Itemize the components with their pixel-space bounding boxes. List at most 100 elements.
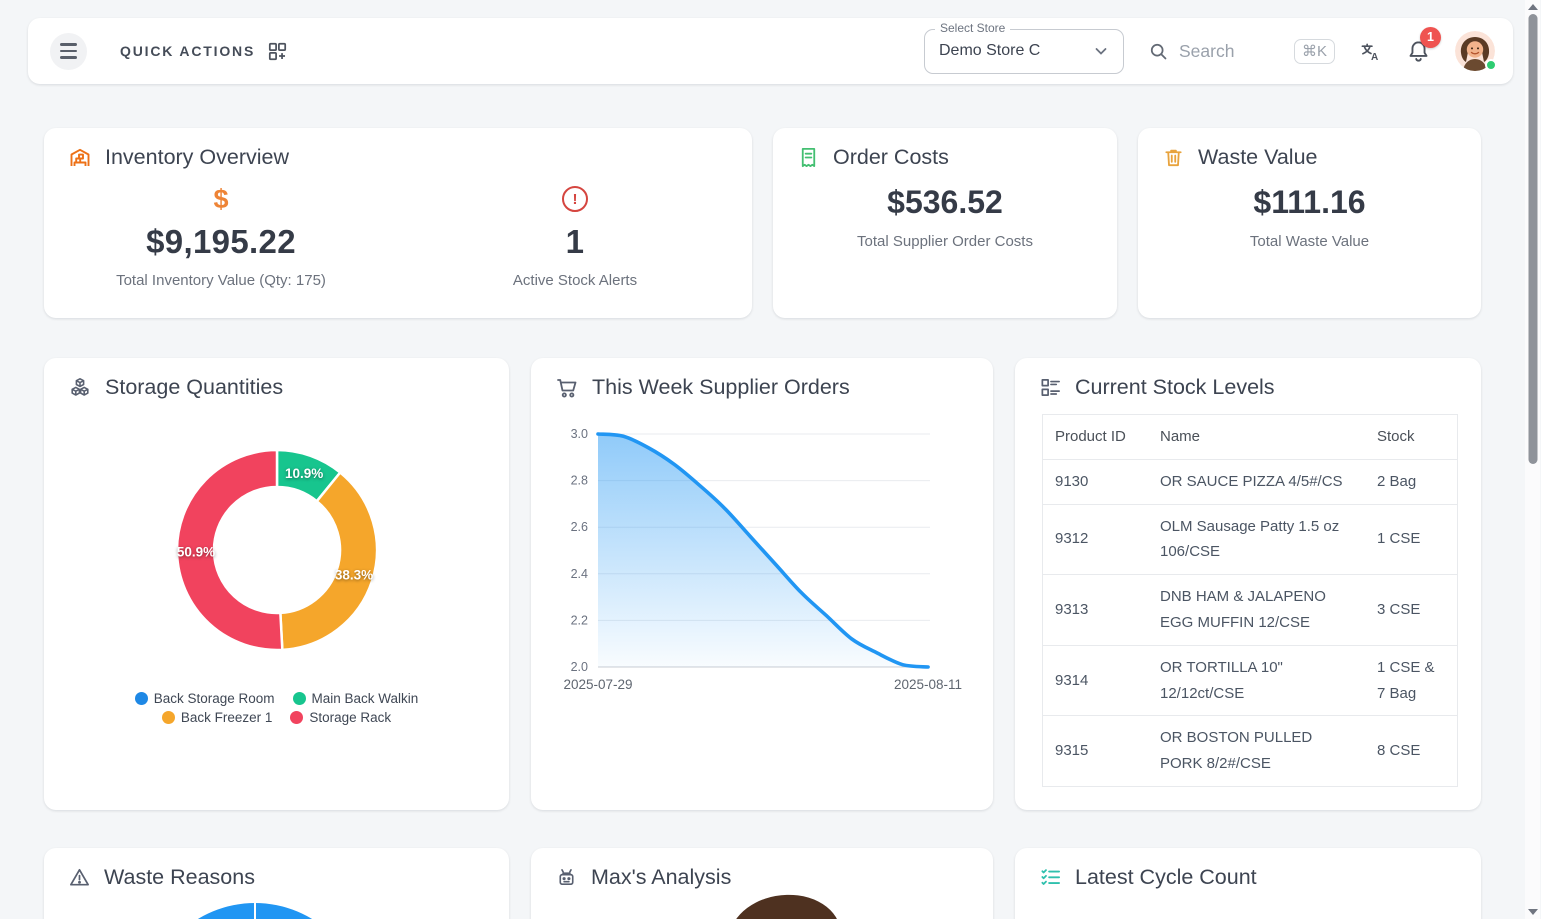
kpi-row: Inventory Overview $ $9,195.22 Total Inv…: [44, 128, 1481, 318]
notifications-button[interactable]: 1: [1406, 26, 1441, 64]
dashboard-customize-icon[interactable]: [267, 41, 288, 62]
svg-text:A: A: [1371, 52, 1378, 63]
max-avatar-image: [722, 885, 848, 919]
receipt-icon: [797, 146, 820, 169]
card-title: Current Stock Levels: [1075, 375, 1275, 399]
storage-quantities-card: Storage Quantities 10.9% 38.3% 50.9% Back …: [44, 358, 509, 810]
cell-product-id: 9313: [1043, 574, 1148, 646]
cart-icon: [555, 376, 579, 400]
dollar-icon: $: [213, 183, 229, 214]
warehouse-icon: [68, 146, 92, 170]
stock-table: Product ID Name Stock 9130 OR SAUCE PIZZA…: [1042, 414, 1458, 787]
donut-slice-back-freezer-1: [279, 470, 379, 652]
cell-stock: 1 CSE: [1365, 503, 1457, 575]
stock-alerts-value: 1: [565, 223, 585, 260]
cell-product-id: 9314: [1043, 644, 1148, 716]
chevron-down-icon: [1095, 48, 1107, 55]
max-analysis-card: Max's Analysis: [531, 848, 993, 919]
order-costs-label: Total Supplier Order Costs: [857, 233, 1033, 250]
table-row: 9130 OR SAUCE PIZZA 4/5#/CS 2 Bag: [1043, 458, 1457, 505]
search-icon: [1148, 41, 1169, 62]
x-axis-tick-label: 2025-08-11: [894, 677, 962, 692]
boxes-icon: [68, 376, 92, 400]
notification-badge: 1: [1420, 26, 1441, 48]
col-stock: Stock: [1377, 428, 1415, 445]
scroll-down-arrow[interactable]: [1527, 909, 1538, 915]
legend-color-dot: [292, 692, 306, 705]
bottom-row: Waste Reasons Max's Analysis: [44, 848, 1481, 919]
charts-row: Storage Quantities 10.9% 38.3% 50.9% Back …: [44, 358, 1481, 810]
stock-alerts-stat: ! 1 Active Stock Alerts: [398, 184, 752, 289]
supplier-orders-area-chart: 2.0 2.2 2.4 2.6 2.8 3.0 2025-07-29 2025-08-11: [563, 427, 962, 692]
waste-reasons-card: Waste Reasons: [44, 848, 509, 919]
quick-actions-button[interactable]: QUICK ACTIONS: [120, 41, 288, 62]
scroll-up-arrow[interactable]: [1527, 4, 1538, 10]
legend-item-storage-rack[interactable]: Storage Rack: [290, 710, 391, 725]
legend-label: Back Storage Room: [153, 691, 275, 706]
card-title: Inventory Overview: [105, 145, 290, 169]
scrollbar-thumb[interactable]: [1528, 14, 1537, 464]
order-costs-card: Order Costs $536.52 Total Supplier Order…: [773, 128, 1117, 318]
legend-item-back-freezer-1[interactable]: Back Freezer 1: [161, 710, 273, 725]
col-name: Name: [1160, 428, 1201, 445]
y-axis-tick-label: 2.8: [571, 474, 588, 488]
legend-color-dot: [161, 711, 175, 724]
latest-cycle-count-card: Latest Cycle Count: [1015, 848, 1481, 919]
search-input[interactable]: [1178, 40, 1284, 62]
donut-slice-label: 38.3%: [335, 568, 373, 583]
y-axis-tick-label: 2.0: [571, 660, 588, 674]
supplier-orders-card: This Week Supplier Orders 2.0 2.2 2.4 2.6 2.…: [531, 358, 993, 810]
cell-name: OR BOSTON PULLED PORK 8/2#/CSE: [1148, 715, 1365, 786]
y-axis-tick-label: 2.2: [571, 613, 588, 627]
top-bar-actions: Select Store Demo Store C ⌘K: [923, 20, 1497, 74]
search-box[interactable]: ⌘K: [1148, 38, 1335, 64]
online-status-dot: [1485, 59, 1497, 71]
cell-name: OR TORTILLA 10" 12/12ct/CSE: [1148, 644, 1365, 716]
cell-name: OLM Sausage Patty 1.5 oz 106/CSE: [1148, 503, 1365, 575]
cell-stock: 8 CSE: [1365, 715, 1457, 786]
waste-reasons-pie-chart: [145, 903, 365, 919]
cell-stock: 2 Bag: [1365, 458, 1457, 505]
donut-legend: Back Storage Room Main Back Walkin Back Fr…: [74, 691, 479, 725]
translate-button[interactable]: A: [1359, 40, 1382, 63]
quick-actions-label: QUICK ACTIONS: [120, 43, 256, 59]
legend-color-dot: [290, 711, 304, 724]
page-scrollbar[interactable]: [1525, 0, 1540, 919]
card-title: Order Costs: [833, 145, 949, 169]
cell-product-id: 9315: [1043, 715, 1148, 786]
legend-item-back-storage-room[interactable]: Back Storage Room: [134, 691, 275, 706]
legend-item-main-back-walkin[interactable]: Main Back Walkin: [292, 691, 419, 706]
user-avatar[interactable]: [1455, 31, 1497, 71]
legend-label: Back Freezer 1: [180, 710, 273, 725]
order-costs-value: $536.52: [887, 184, 1003, 220]
cell-product-id: 9312: [1043, 503, 1148, 575]
legend-color-dot: [134, 692, 148, 705]
area-line: [596, 432, 930, 669]
card-title: Waste Reasons: [104, 865, 255, 889]
trash-icon: [1162, 146, 1185, 169]
store-select-label: Select Store: [934, 20, 1011, 35]
cell-stock: 1 CSE & 7 Bag: [1365, 644, 1457, 716]
card-title: Storage Quantities: [105, 375, 284, 399]
cell-name: OR SAUCE PIZZA 4/5#/CS: [1148, 458, 1365, 505]
card-title: This Week Supplier Orders: [592, 375, 850, 399]
alert-icon: !: [562, 186, 588, 212]
checklist-icon: [1039, 866, 1062, 889]
card-title: Latest Cycle Count: [1075, 865, 1257, 889]
y-axis-tick-label: 2.4: [571, 567, 588, 581]
waste-value-value: $111.16: [1253, 184, 1366, 220]
table-row: 9312 OLM Sausage Patty 1.5 oz 106/CSE 1 CS…: [1043, 503, 1457, 575]
cell-product-id: 9130: [1043, 458, 1148, 505]
legend-label: Storage Rack: [309, 710, 392, 725]
inventory-value: $9,195.22: [146, 223, 296, 260]
inventory-overview-card: Inventory Overview $ $9,195.22 Total Inv…: [44, 128, 752, 318]
x-axis-tick-label: 2025-07-29: [563, 677, 632, 692]
store-select[interactable]: Select Store Demo Store C: [923, 20, 1124, 74]
y-axis-tick-label: 2.6: [571, 520, 588, 534]
legend-label: Main Back Walkin: [311, 691, 419, 706]
search-shortcut-hint: ⌘K: [1293, 38, 1335, 64]
col-product-id: Product ID: [1055, 428, 1126, 445]
menu-button[interactable]: [50, 32, 87, 70]
stock-alerts-label: Active Stock Alerts: [512, 272, 638, 289]
